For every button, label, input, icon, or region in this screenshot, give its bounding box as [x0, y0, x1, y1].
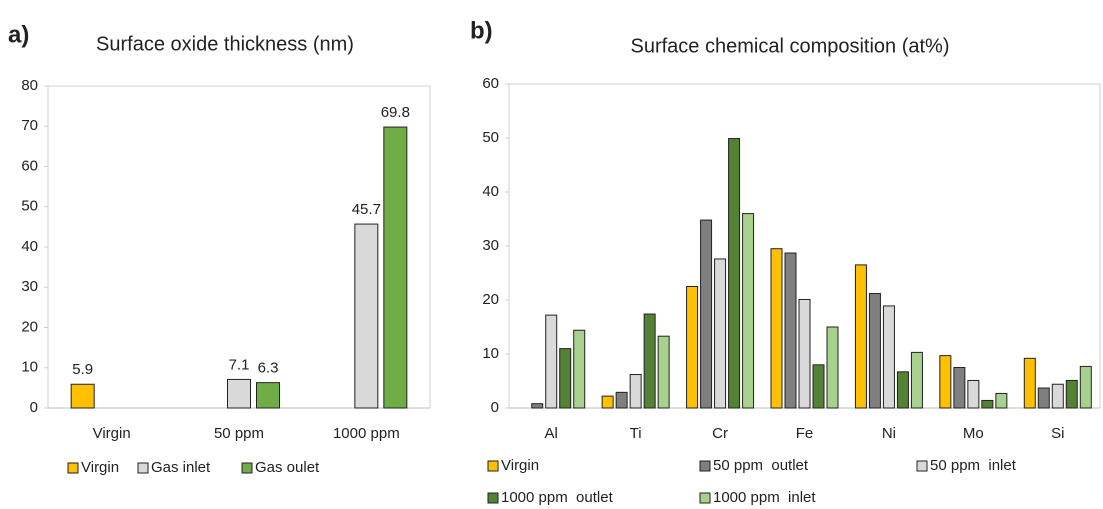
legend-swatch [916, 460, 928, 472]
legend-swatch [241, 462, 253, 474]
y-tick-label: 40 [482, 183, 499, 200]
chart-title: Surface chemical composition (at%) [630, 35, 949, 57]
legend-label: Virgin [81, 459, 119, 476]
data-label: 6.3 [258, 360, 279, 377]
x-tick-label: Mo [963, 425, 984, 442]
bar [70, 383, 95, 409]
bar [545, 314, 558, 409]
x-tick-label: 1000 ppm [333, 425, 400, 442]
bar [559, 348, 572, 409]
bar [1065, 379, 1078, 409]
bar [354, 223, 379, 409]
y-tick-label: 30 [21, 278, 38, 295]
bar [383, 126, 408, 409]
legend-label: Virgin [501, 457, 539, 474]
data-label: 69.8 [381, 104, 410, 121]
bar [939, 355, 952, 409]
y-tick-label: 50 [482, 129, 499, 146]
chart-title: Surface oxide thickness (nm) [96, 33, 354, 55]
x-tick-label: Fe [796, 425, 814, 442]
x-tick-label: Al [545, 425, 558, 442]
bar [812, 364, 825, 409]
bar [742, 213, 755, 409]
bar [643, 313, 656, 409]
data-label: 7.1 [229, 356, 250, 373]
y-tick-label: 80 [21, 77, 38, 94]
bar [657, 335, 670, 409]
bar [967, 379, 980, 409]
legend-label: 1000 ppm inlet [713, 489, 816, 506]
bar [798, 298, 811, 409]
bar [686, 286, 699, 409]
x-tick-label: Cr [712, 425, 728, 442]
bar [770, 248, 783, 409]
bar [573, 329, 586, 409]
legend-label: Gas oulet [255, 459, 320, 476]
bar [1079, 365, 1092, 409]
bar [256, 382, 280, 409]
bar [714, 258, 727, 409]
bar [882, 305, 895, 409]
y-tick-label: 10 [21, 359, 38, 376]
legend-swatch [487, 460, 499, 472]
legend-swatch [487, 492, 499, 504]
legend-swatch [699, 492, 711, 504]
bar [953, 367, 966, 409]
legend-label: Gas inlet [151, 459, 211, 476]
bar [615, 391, 628, 409]
panel-label: b) [470, 17, 493, 44]
x-tick-label: Virgin [93, 425, 131, 442]
bar [910, 351, 923, 409]
bar [728, 138, 741, 409]
bar [227, 378, 251, 409]
bar [1023, 357, 1036, 409]
bar [854, 264, 867, 409]
bar [896, 371, 909, 409]
y-tick-label: 0 [491, 399, 499, 416]
panel-label: a) [8, 21, 29, 48]
bar [995, 392, 1008, 409]
legend-label: 1000 ppm outlet [501, 489, 614, 506]
data-label: 45.7 [352, 201, 381, 218]
legend-swatch [67, 462, 79, 474]
x-tick-label: Si [1051, 425, 1064, 442]
bar [784, 252, 797, 409]
y-tick-label: 30 [482, 237, 499, 254]
legend-label: 50 ppm outlet [713, 457, 809, 474]
legend-label: 50 ppm inlet [930, 457, 1017, 474]
y-tick-label: 60 [482, 75, 499, 92]
y-tick-label: 20 [21, 318, 38, 335]
x-tick-label: Ni [882, 425, 896, 442]
y-tick-label: 70 [21, 117, 38, 134]
y-tick-label: 50 [21, 198, 38, 215]
y-tick-label: 0 [30, 399, 38, 416]
data-label: 5.9 [72, 361, 93, 378]
legend-swatch [699, 460, 711, 472]
bar [700, 219, 713, 409]
bar [981, 399, 994, 409]
legend-swatch [137, 462, 149, 474]
x-tick-label: 50 ppm [214, 425, 264, 442]
bar [629, 374, 642, 409]
bar [868, 293, 881, 409]
bar [1037, 387, 1050, 409]
y-tick-label: 60 [21, 157, 38, 174]
bar [1051, 383, 1064, 409]
bar [531, 403, 544, 409]
bar [601, 395, 614, 409]
bar [826, 326, 839, 409]
y-tick-label: 20 [482, 291, 499, 308]
y-tick-label: 10 [482, 345, 499, 362]
x-tick-label: Ti [630, 425, 642, 442]
y-tick-label: 40 [21, 238, 38, 255]
